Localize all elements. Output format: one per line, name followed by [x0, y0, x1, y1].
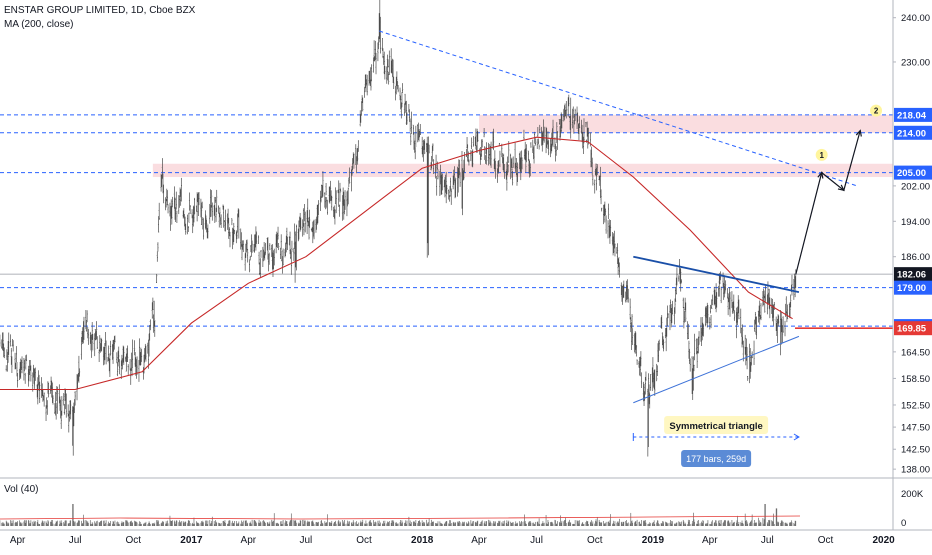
- indicator-label: MA (200, close): [4, 19, 73, 30]
- price-tag: 169.85: [894, 321, 932, 335]
- price-tag: 182.06: [894, 267, 932, 281]
- x-tick-label: Jul: [761, 535, 774, 546]
- volume-tick-label: 200K: [901, 489, 924, 500]
- price-tag-label: 205.00: [897, 168, 926, 179]
- projection-point-label: 1: [816, 149, 828, 161]
- price-tag-label: 214.00: [897, 128, 926, 139]
- triangle-label-text: Symmetrical triangle: [669, 421, 762, 432]
- x-tick-label: 2017: [180, 535, 203, 546]
- y-tick-label: 158.50: [901, 374, 930, 385]
- x-tick-label: Apr: [471, 535, 487, 546]
- projection-point-label: 2: [870, 105, 882, 117]
- x-tick-label: Jul: [530, 535, 543, 546]
- x-tick-label: 2018: [411, 535, 434, 546]
- x-tick-label: 2019: [642, 535, 665, 546]
- x-tick-label: Oct: [125, 535, 141, 546]
- y-tick-label: 240.00: [901, 13, 930, 24]
- resistance-zone: [153, 164, 893, 177]
- x-tick-label: Apr: [702, 535, 718, 546]
- x-tick-label: Oct: [587, 535, 603, 546]
- y-tick-label: 152.50: [901, 400, 930, 411]
- y-tick-label: 142.50: [901, 445, 930, 456]
- y-tick-label: 186.00: [901, 252, 930, 263]
- volume-tick-label: 0: [901, 518, 906, 529]
- y-tick-label: 194.00: [901, 217, 930, 228]
- price-tag: 214.00: [894, 126, 932, 140]
- y-tick-label: 164.50: [901, 347, 930, 358]
- x-tick-label: Apr: [241, 535, 257, 546]
- x-tick-label: Oct: [356, 535, 372, 546]
- x-tick-label: 2020: [873, 535, 896, 546]
- price-tag-label: 179.00: [897, 283, 926, 294]
- price-tag: 179.00: [894, 281, 932, 295]
- price-tag-label: 218.04: [897, 110, 927, 121]
- y-tick-label: 230.00: [901, 57, 930, 68]
- price-tag-label: 169.85: [897, 324, 927, 335]
- y-tick-label: 138.00: [901, 465, 930, 476]
- projection-point-number: 1: [819, 151, 824, 160]
- x-tick-label: Jul: [69, 535, 82, 546]
- y-tick-label: 147.50: [901, 423, 930, 434]
- y-tick-label: 202.00: [901, 181, 930, 192]
- projection-point-number: 2: [874, 107, 879, 116]
- price-tag-label: 182.06: [897, 270, 926, 281]
- measure-badge-text: 177 bars, 259d: [686, 454, 746, 464]
- price-tag: 205.00: [894, 166, 932, 180]
- x-tick-label: Jul: [299, 535, 312, 546]
- chart-title: ENSTAR GROUP LIMITED, 1D, Cboe BZX: [4, 5, 196, 16]
- x-tick-label: Apr: [10, 535, 26, 546]
- x-tick-label: Oct: [818, 535, 834, 546]
- price-tag: 218.04: [894, 108, 932, 122]
- volume-pane-label: Vol (40): [4, 484, 38, 495]
- measure-badge: 177 bars, 259d: [681, 450, 751, 467]
- triangle-label: Symmetrical triangle: [664, 416, 768, 434]
